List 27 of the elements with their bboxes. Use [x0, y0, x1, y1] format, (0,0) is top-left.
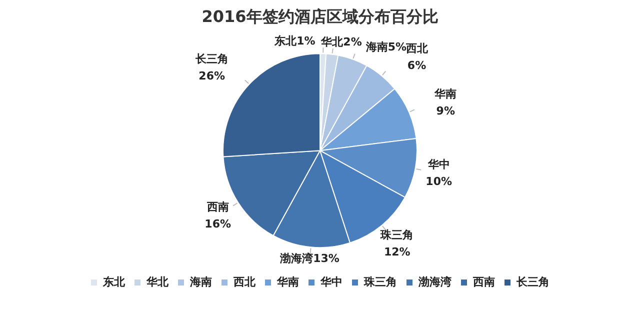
category-label: 海南5%	[366, 40, 407, 54]
legend-label: 华北	[146, 275, 170, 288]
slice-label: 西南	[206, 200, 229, 214]
slice-label: 珠三角	[380, 228, 414, 242]
slice-label: 华南	[434, 87, 457, 100]
legend-label: 珠三角	[363, 275, 397, 288]
legend-label: 华南	[276, 275, 299, 288]
data-label: 16%	[204, 217, 232, 230]
category-label: 东北1%	[274, 34, 316, 48]
legend-label: 华中	[320, 275, 342, 288]
slice-label: 长三角	[194, 52, 228, 66]
legend-label: 海南	[189, 275, 212, 288]
category-label: 渤海湾13%	[280, 252, 340, 265]
slice-label: 西北	[404, 42, 429, 56]
legend-label: 西北	[232, 275, 256, 288]
data-label: 26%	[198, 70, 226, 83]
category-label: 华北2%	[321, 35, 362, 48]
data-label: 10%	[426, 175, 452, 188]
data-label: 6%	[407, 59, 426, 72]
chart-title: 2016年签约酒店区域分布百分比	[202, 6, 438, 26]
legend-label: 西南	[472, 275, 495, 288]
legend-label: 长三角	[516, 275, 550, 288]
data-label: 9%	[436, 104, 455, 118]
legend-label: 渤海湾	[418, 275, 452, 288]
slice-label: 华中	[426, 158, 450, 172]
data-label: 12%	[384, 246, 410, 259]
legend-label: 东北	[102, 275, 126, 288]
